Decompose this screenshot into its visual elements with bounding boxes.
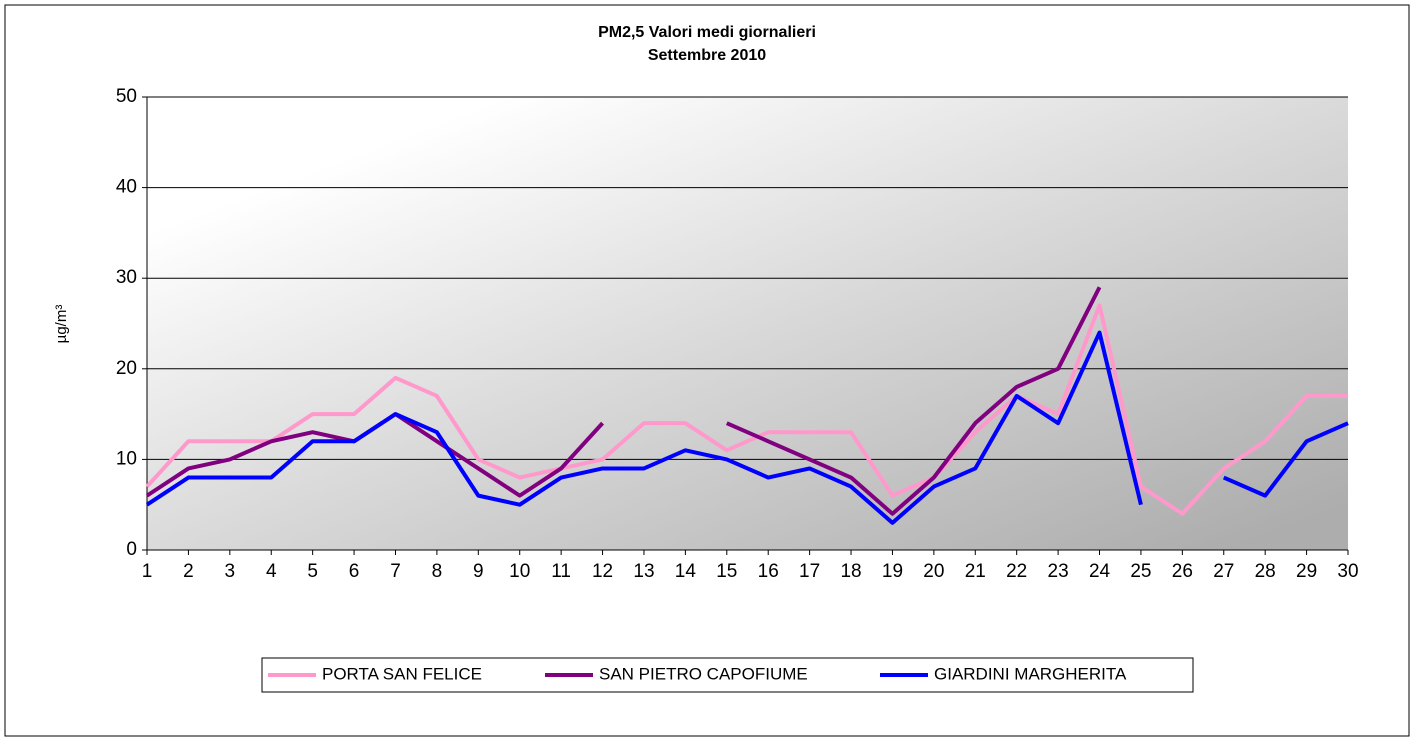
y-tick-label: 50	[116, 86, 137, 107]
y-tick-label: 40	[116, 177, 137, 198]
x-tick-label: 13	[633, 561, 654, 582]
x-tick-label: 20	[923, 561, 944, 582]
x-tick-label: 2	[183, 561, 194, 582]
x-tick-label: 21	[965, 561, 986, 582]
x-tick-label: 16	[758, 561, 779, 582]
legend-label: GIARDINI MARGHERITA	[934, 664, 1127, 683]
x-tick-label: 14	[675, 561, 697, 582]
legend-box	[261, 657, 1194, 693]
legend-label: PORTA SAN FELICE	[322, 664, 482, 683]
y-tick-label: 30	[116, 267, 137, 288]
x-tick-label: 17	[799, 561, 820, 582]
x-tick-label: 9	[473, 561, 484, 582]
x-tick-label: 23	[1048, 561, 1069, 582]
x-tick-label: 4	[266, 561, 277, 582]
x-tick-label: 8	[432, 561, 443, 582]
chart-title: PM2,5 Valori medi giornalieri	[598, 24, 816, 41]
x-tick-label: 24	[1089, 561, 1111, 582]
x-tick-label: 29	[1296, 561, 1317, 582]
y-axis-label: µg/m³	[53, 305, 70, 344]
x-tick-label: 12	[592, 561, 613, 582]
line-series	[145, 330, 1349, 525]
y-tick-label: 0	[126, 539, 137, 560]
x-tick-label: 5	[307, 561, 318, 582]
x-tick-label: 22	[1006, 561, 1027, 582]
chart-subtitle: Settembre 2010	[648, 47, 766, 64]
x-tick-label: 15	[716, 561, 737, 582]
x-tick-label: 25	[1130, 561, 1151, 582]
x-tick-label: 28	[1255, 561, 1276, 582]
x-tick-label: 6	[349, 561, 360, 582]
x-tick-label: 7	[390, 561, 401, 582]
x-tick-label: 18	[840, 561, 861, 582]
y-tick-label: 20	[116, 358, 137, 379]
legend-label: SAN PIETRO CAPOFIUME	[599, 664, 808, 683]
line-series	[145, 303, 1348, 516]
y-tick-label: 10	[116, 448, 137, 469]
x-tick-label: 30	[1337, 561, 1358, 582]
x-tick-label: 1	[142, 561, 153, 582]
x-tick-label: 19	[882, 561, 903, 582]
plot-area	[147, 97, 1348, 550]
x-tick-label: 27	[1213, 561, 1234, 582]
x-tick-label: 11	[551, 561, 571, 582]
x-tick-label: 3	[225, 561, 236, 582]
x-tick-label: 10	[509, 561, 530, 582]
x-tick-label: 26	[1172, 561, 1193, 582]
